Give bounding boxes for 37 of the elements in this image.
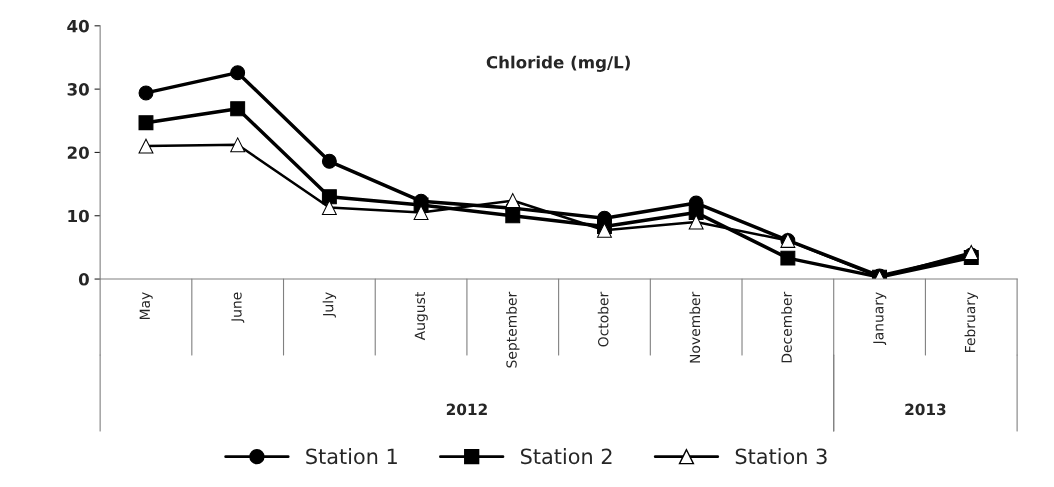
x-tick-label: November (689, 291, 701, 363)
text: 2013 (905, 403, 946, 416)
x-tick-label: October (597, 291, 609, 347)
point (505, 208, 521, 224)
point (688, 205, 704, 221)
x-tick-label: September (506, 291, 520, 368)
point (138, 85, 154, 101)
point (230, 137, 246, 153)
x-tick-label: July (322, 292, 337, 318)
x-tick-label: June (231, 292, 245, 323)
legend-label: Station 2 (520, 448, 612, 465)
point (138, 115, 154, 131)
point (413, 205, 429, 221)
point (321, 153, 337, 169)
point (505, 193, 521, 209)
y-tick-label: 20 (67, 146, 89, 159)
x-tick-label: December (781, 291, 792, 363)
point (688, 214, 704, 230)
x-tick-label: August (414, 292, 428, 341)
x-tick-label: May (139, 292, 153, 320)
y-tick-label: 40 (67, 19, 89, 33)
x-tick-label: January (873, 292, 887, 346)
legend-label: Station 3 (735, 448, 827, 465)
point (230, 101, 246, 117)
point (138, 138, 154, 154)
y-tick-label: 30 (67, 83, 89, 96)
point (780, 250, 796, 266)
text: Chloride (mg/L) (486, 55, 630, 72)
point (321, 189, 337, 205)
point (597, 222, 612, 238)
point (321, 200, 337, 215)
text: 2012 (446, 403, 487, 416)
point (230, 65, 246, 81)
x-tick-label: February (964, 292, 978, 352)
y-tick-label: 10 (68, 209, 89, 223)
legend-label: Station 1 (306, 448, 397, 465)
y-tick-label: 0 (78, 273, 89, 286)
